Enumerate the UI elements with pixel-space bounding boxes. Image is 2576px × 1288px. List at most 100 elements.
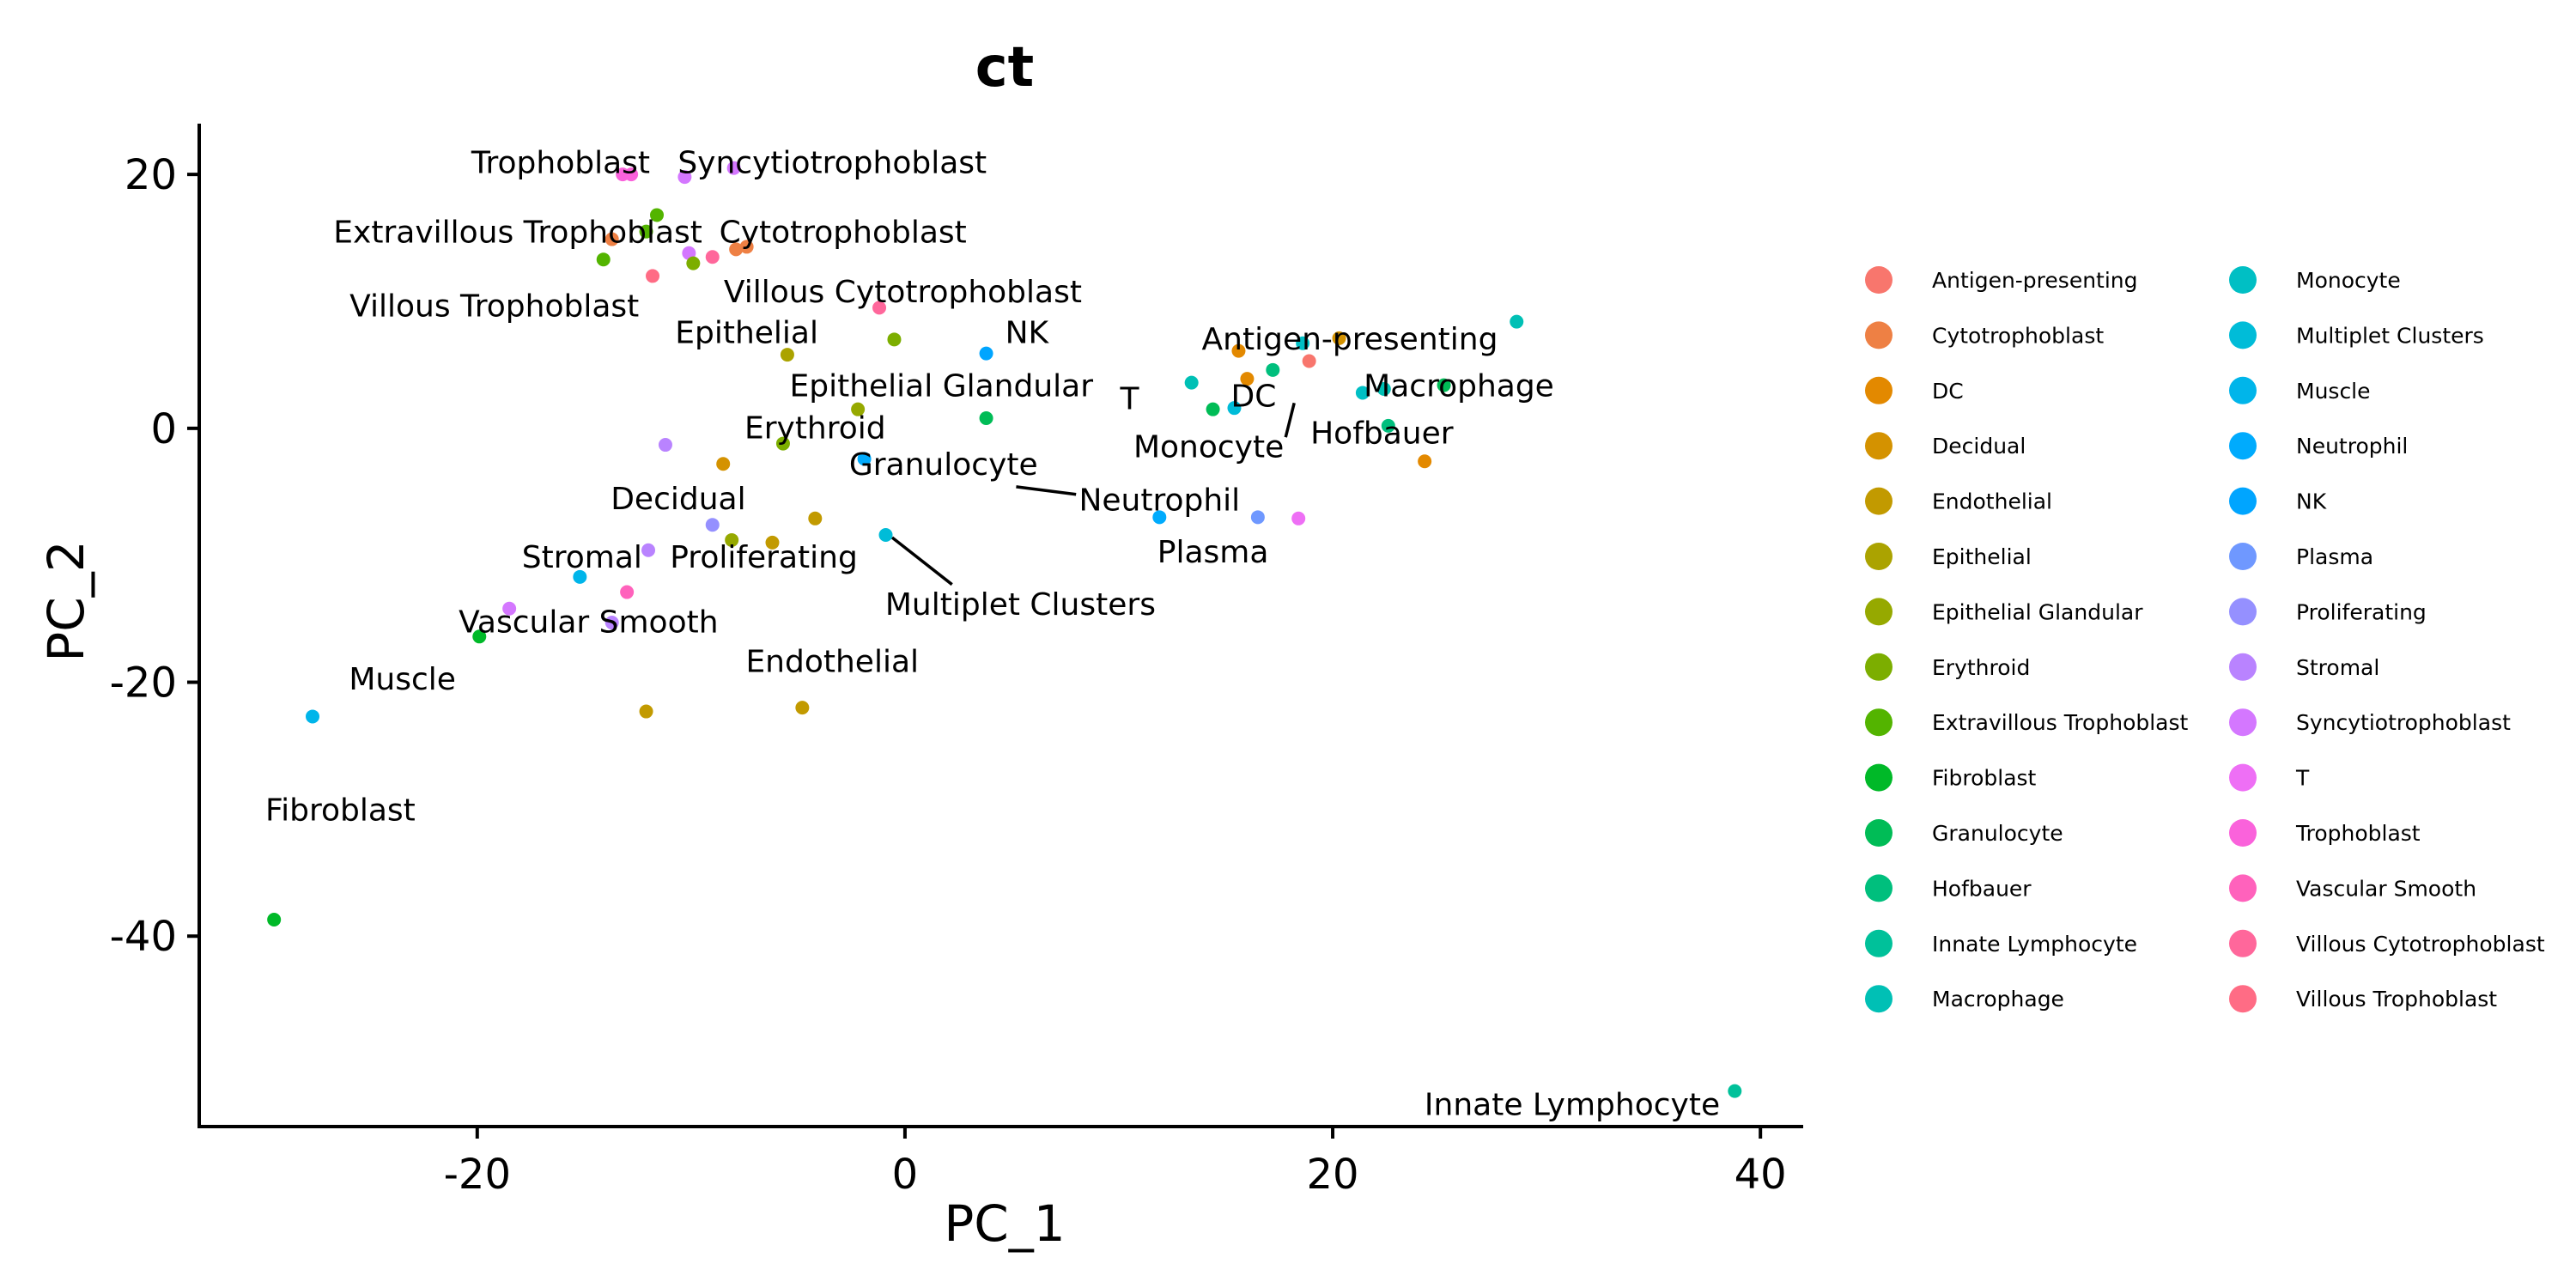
data-point bbox=[1355, 386, 1370, 400]
data-point bbox=[872, 301, 887, 315]
data-points bbox=[267, 161, 1742, 1098]
legend-key bbox=[1865, 543, 1893, 570]
data-point bbox=[705, 518, 720, 532]
point-label: Decidual bbox=[611, 482, 745, 517]
data-point bbox=[1206, 402, 1220, 416]
legend-entry-label: Fibroblast bbox=[1932, 766, 2037, 791]
point-label: Syncytiotrophoblast bbox=[677, 145, 987, 180]
data-point bbox=[1437, 378, 1451, 392]
data-point bbox=[729, 242, 744, 257]
y-tick-label: 0 bbox=[150, 405, 177, 453]
data-point bbox=[596, 252, 611, 267]
data-point bbox=[808, 511, 823, 526]
data-point bbox=[857, 452, 872, 466]
legend-entry-label: Muscle bbox=[2296, 379, 2371, 404]
data-point bbox=[1381, 418, 1395, 433]
x-tick-label: 20 bbox=[1307, 1151, 1359, 1199]
data-point bbox=[306, 709, 320, 724]
data-point bbox=[573, 569, 587, 584]
point-label: Erythroid bbox=[744, 410, 886, 446]
legend-entry-label: Decidual bbox=[1932, 434, 2026, 459]
y-tick-label: -40 bbox=[110, 913, 177, 961]
legend-key bbox=[2229, 929, 2257, 957]
legend-key bbox=[1865, 487, 1893, 515]
point-label: Monocyte bbox=[1133, 430, 1284, 465]
legend-key bbox=[2229, 653, 2257, 681]
legend-key bbox=[2229, 763, 2257, 792]
legend-key bbox=[2229, 874, 2257, 902]
data-point bbox=[887, 332, 902, 347]
point-label: Muscle bbox=[349, 662, 456, 697]
legend-key bbox=[1865, 929, 1893, 957]
point-label: Macrophage bbox=[1364, 369, 1554, 404]
legend-key bbox=[2229, 376, 2257, 404]
data-point bbox=[502, 601, 517, 616]
point-label: Epithelial bbox=[675, 315, 818, 350]
data-point bbox=[641, 543, 656, 557]
legend-key bbox=[1865, 985, 1893, 1013]
data-point bbox=[1266, 362, 1280, 377]
legend-key bbox=[2229, 266, 2257, 294]
legend-entry-label: Extravillous Trophoblast bbox=[1932, 710, 2189, 735]
leader-line bbox=[1016, 485, 1077, 496]
point-label: Extravillous Trophoblast bbox=[333, 216, 702, 251]
legend-entry-label: Antigen-presenting bbox=[1932, 268, 2138, 293]
data-point bbox=[726, 161, 741, 175]
data-point bbox=[1184, 375, 1199, 390]
data-point bbox=[267, 913, 282, 927]
legend-key bbox=[2229, 487, 2257, 515]
chart-title: ct bbox=[975, 36, 1035, 100]
data-point bbox=[1302, 354, 1316, 368]
point-label: DC bbox=[1230, 379, 1276, 414]
legend-key bbox=[2229, 708, 2257, 737]
data-point bbox=[1332, 331, 1346, 345]
data-point bbox=[605, 232, 619, 246]
point-label: Neutrophil bbox=[1078, 483, 1240, 519]
data-point bbox=[725, 532, 739, 547]
point-label: Antigen-presenting bbox=[1202, 322, 1498, 357]
legend: Antigen-presenting Cytotrophoblast DC Decid… bbox=[1865, 266, 2545, 1013]
point-label: Stromal bbox=[522, 540, 642, 575]
data-point bbox=[1227, 401, 1242, 416]
data-point bbox=[716, 457, 731, 471]
legend-key bbox=[2229, 985, 2257, 1013]
data-point bbox=[851, 402, 866, 416]
data-point bbox=[878, 528, 893, 543]
legend-entry-label: Multiplet Clusters bbox=[2296, 323, 2484, 348]
data-point bbox=[1728, 1084, 1742, 1098]
point-label: Endothelial bbox=[745, 644, 919, 679]
leader-line bbox=[890, 536, 953, 586]
legend-entry-label: Syncytiotrophoblast bbox=[2296, 710, 2511, 735]
data-point bbox=[1152, 510, 1167, 525]
data-point bbox=[979, 411, 993, 426]
legend-entry-label: Plasma bbox=[2296, 544, 2373, 569]
x-tick-label: 0 bbox=[892, 1151, 919, 1199]
data-point bbox=[775, 436, 790, 451]
legend-entry-label: Macrophage bbox=[1932, 987, 2064, 1012]
data-point bbox=[646, 269, 660, 283]
legend-entry-label: DC bbox=[1932, 379, 1964, 404]
data-point bbox=[686, 256, 701, 270]
data-point bbox=[677, 170, 692, 185]
data-point bbox=[705, 250, 720, 264]
legend-entry-label: T bbox=[2295, 766, 2310, 791]
legend-key bbox=[1865, 763, 1893, 792]
data-point bbox=[1240, 372, 1255, 386]
y-axis-title: PC_2 bbox=[37, 540, 95, 661]
data-point bbox=[1231, 343, 1246, 358]
data-point bbox=[1291, 511, 1306, 526]
data-point bbox=[1510, 314, 1524, 329]
legend-key bbox=[1865, 266, 1893, 294]
data-point bbox=[1376, 382, 1391, 397]
legend-entry-label: Villous Cytotrophoblast bbox=[2296, 932, 2545, 957]
legend-entry-label: Stromal bbox=[2296, 655, 2379, 680]
legend-entry-label: Hofbauer bbox=[1932, 876, 2032, 901]
point-label: Villous Cytotrophoblast bbox=[724, 275, 1082, 310]
point-labels: Trophoblast Syncytiotrophoblast Extravillo… bbox=[265, 145, 1720, 1122]
legend-key bbox=[1865, 708, 1893, 737]
data-point bbox=[620, 585, 635, 599]
data-point bbox=[605, 616, 619, 630]
legend-key bbox=[2229, 432, 2257, 460]
legend-entry-label: Erythroid bbox=[1932, 655, 2030, 680]
point-label: Hofbauer bbox=[1310, 416, 1454, 451]
